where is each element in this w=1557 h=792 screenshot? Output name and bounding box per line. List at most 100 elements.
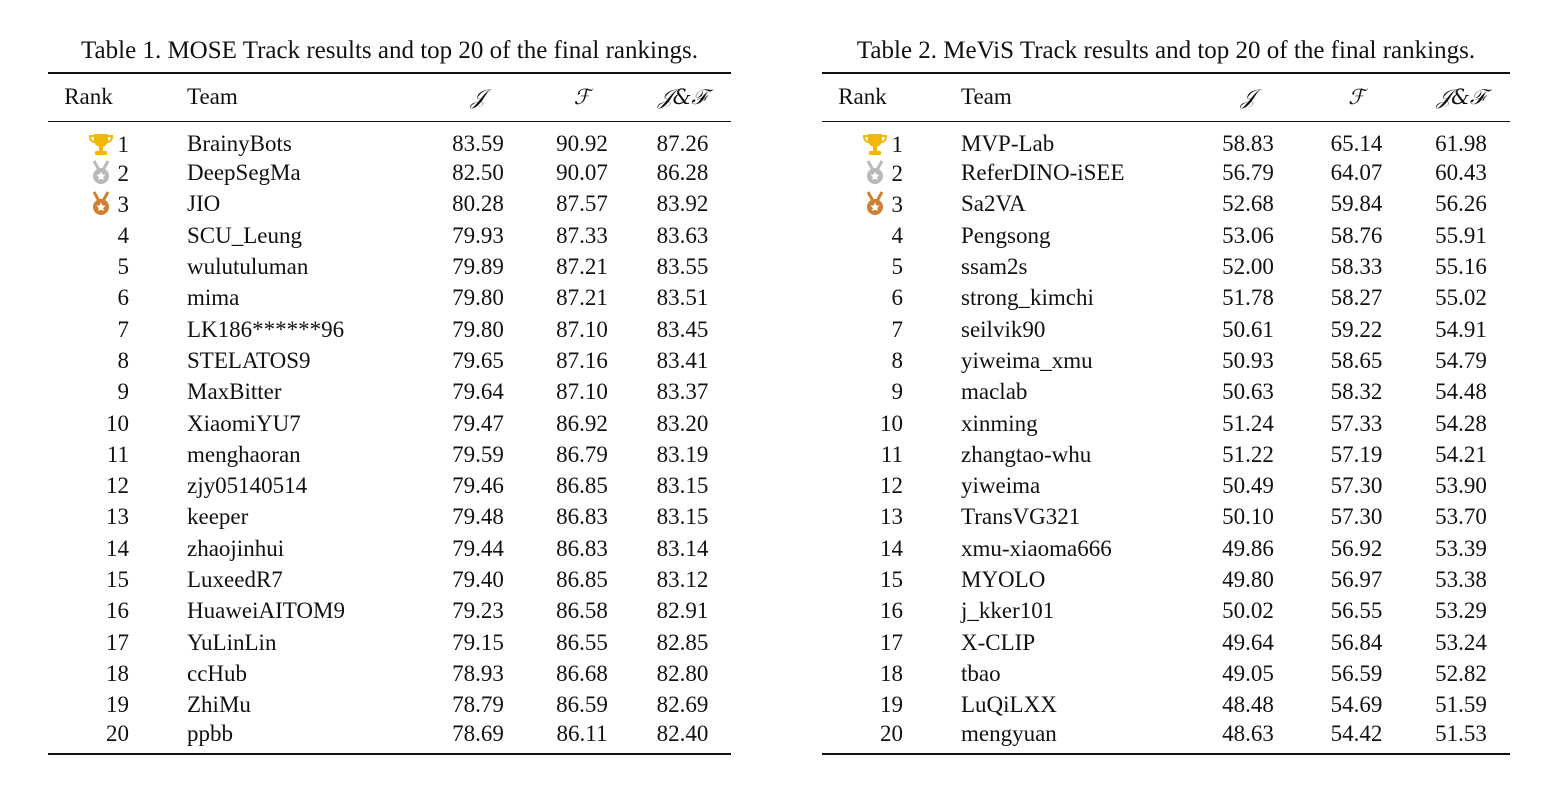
team-cell: BrainyBots xyxy=(187,131,292,156)
table-row: 13 TransVG321 50.10 57.30 53.70 xyxy=(822,502,1510,533)
f-score-cell: 87.10 xyxy=(556,379,608,405)
rank-value: 3 xyxy=(891,191,904,217)
team-cell: ssam2s xyxy=(961,254,1028,280)
table-row: 4 SCU_Leung 79.93 87.33 83.63 xyxy=(48,220,731,251)
results-table-mose: Rank Team 𝒥 ℱ 𝒥&ℱ 1 BrainyBots 83.59 90.92 8… xyxy=(48,72,731,755)
f-score-cell: 56.97 xyxy=(1330,567,1383,592)
rank-value: 9 xyxy=(117,379,130,405)
f-score-cell: 86.59 xyxy=(556,692,608,718)
team-cell: LK186******96 xyxy=(187,316,345,342)
jf-score-cell: 53.39 xyxy=(1435,535,1487,561)
rank-cell: 5 xyxy=(48,251,130,282)
jf-score-cell: 82.85 xyxy=(656,629,709,655)
rank-value: 7 xyxy=(891,316,904,342)
j-score-cell: 48.48 xyxy=(1222,692,1274,718)
rank-cell: 1 xyxy=(48,121,129,158)
f-score-cell: 58.65 xyxy=(1330,347,1383,373)
table-row: 2 DeepSegMa 82.50 90.07 86.28 xyxy=(48,158,731,189)
team-cell: seilvik90 xyxy=(961,316,1046,342)
table-row: 5 wulutuluman 79.89 87.21 83.55 xyxy=(48,251,731,282)
f-score-cell: 87.57 xyxy=(556,191,608,217)
jf-score-cell: 86.28 xyxy=(656,160,709,186)
f-score-cell: 86.85 xyxy=(556,473,608,499)
table-row: 8 yiweima_xmu 50.93 58.65 54.79 xyxy=(822,345,1510,376)
rank-cell: 11 xyxy=(822,439,903,470)
j-score-cell: 50.61 xyxy=(1222,316,1274,342)
rank-value: 17 xyxy=(880,629,903,655)
f-score-cell: 56.84 xyxy=(1330,629,1383,655)
f-score-cell: 86.83 xyxy=(556,504,608,530)
table-row: 17 X-CLIP 49.64 56.84 53.24 xyxy=(822,627,1510,658)
team-cell: LuxeedR7 xyxy=(187,567,283,592)
jf-score-cell: 60.43 xyxy=(1435,160,1487,186)
rank-value: 12 xyxy=(106,473,129,499)
table-row: 11 menghaoran 79.59 86.79 83.19 xyxy=(48,439,731,470)
j-score-cell: 83.59 xyxy=(452,131,504,156)
jf-score-cell: 83.14 xyxy=(656,535,709,561)
rank-value: 4 xyxy=(117,222,130,248)
bronze-medal-icon xyxy=(88,191,114,217)
rank-value: 15 xyxy=(106,567,129,592)
jf-score-cell: 83.51 xyxy=(656,285,709,311)
table-row: 16 j_kker101 50.02 56.55 53.29 xyxy=(822,596,1510,627)
rank-value: 19 xyxy=(880,692,903,718)
f-score-cell: 57.30 xyxy=(1330,504,1383,530)
rank-cell: 5 xyxy=(822,251,904,282)
header-team: Team xyxy=(903,72,1195,122)
table-row: 10 xinming 51.24 57.33 54.28 xyxy=(822,408,1510,439)
j-score-cell: 79.80 xyxy=(452,316,504,342)
rank-cell: 9 xyxy=(822,377,904,408)
rank-cell: 18 xyxy=(822,658,903,689)
jf-score-cell: 82.69 xyxy=(656,692,709,718)
j-score-cell: 52.00 xyxy=(1222,254,1274,280)
f-score-cell: 56.92 xyxy=(1330,535,1383,561)
jf-score-cell: 54.28 xyxy=(1435,410,1487,436)
f-score-cell: 54.69 xyxy=(1330,692,1383,718)
team-cell: xmu-xiaoma666 xyxy=(961,535,1112,561)
f-score-cell: 90.07 xyxy=(556,160,608,186)
table-row: 9 MaxBitter 79.64 87.10 83.37 xyxy=(48,377,731,408)
table-row: 18 tbao 49.05 56.59 52.82 xyxy=(822,658,1510,689)
team-cell: Pengsong xyxy=(961,222,1051,248)
j-score-cell: 51.22 xyxy=(1222,441,1274,467)
rank-value: 18 xyxy=(106,660,129,686)
rank-value: 12 xyxy=(880,473,903,499)
f-score-cell: 57.30 xyxy=(1330,473,1383,499)
rank-value: 20 xyxy=(106,720,129,746)
f-score-cell: 56.55 xyxy=(1330,598,1383,624)
jf-score-cell: 87.26 xyxy=(656,131,709,156)
table-row: 18 ccHub 78.93 86.68 82.80 xyxy=(48,658,731,689)
rank-cell: 6 xyxy=(822,283,904,314)
jf-score-cell: 53.38 xyxy=(1435,567,1487,592)
jf-score-cell: 83.20 xyxy=(656,410,709,436)
f-score-cell: 86.58 xyxy=(556,598,608,624)
j-score-cell: 79.40 xyxy=(452,567,504,592)
rank-cell: 8 xyxy=(48,345,130,376)
rank-cell: 8 xyxy=(822,345,904,376)
f-score-cell: 59.22 xyxy=(1330,316,1383,342)
rank-cell: 17 xyxy=(822,627,903,658)
rank-value: 2 xyxy=(891,160,904,186)
table-row: 15 MYOLO 49.80 56.97 53.38 xyxy=(822,564,1510,595)
team-cell: zhangtao-whu xyxy=(961,441,1092,467)
f-score-cell: 87.16 xyxy=(556,347,608,373)
rank-value: 5 xyxy=(117,254,130,280)
rank-value: 16 xyxy=(106,598,129,624)
f-score-cell: 54.42 xyxy=(1301,720,1412,755)
j-score-cell: 79.59 xyxy=(452,441,504,467)
rank-cell: 3 xyxy=(822,189,903,220)
table-row: 11 zhangtao-whu 51.22 57.19 54.21 xyxy=(822,439,1510,470)
team-cell: MaxBitter xyxy=(187,379,282,405)
j-score-cell: 56.79 xyxy=(1222,160,1274,186)
rank-cell: 13 xyxy=(48,502,129,533)
team-cell: tbao xyxy=(961,660,1001,686)
jf-score-cell: 53.29 xyxy=(1435,598,1487,624)
j-score-cell: 52.68 xyxy=(1222,191,1274,217)
f-score-cell: 57.19 xyxy=(1330,441,1383,467)
rank-cell: 7 xyxy=(822,314,904,345)
team-cell: menghaoran xyxy=(187,441,301,467)
f-score-cell: 57.33 xyxy=(1330,410,1383,436)
team-cell: MYOLO xyxy=(961,567,1046,592)
rank-value: 16 xyxy=(880,598,903,624)
rank-value: 1 xyxy=(891,131,904,157)
